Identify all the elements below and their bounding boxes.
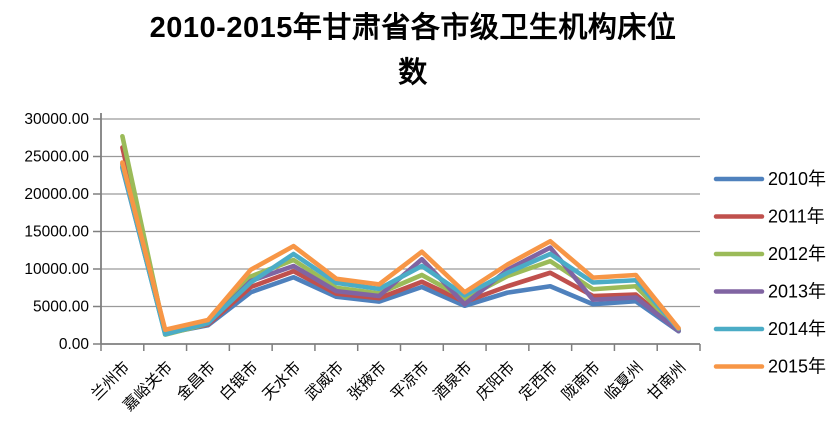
legend-label: 2014年 [768,319,826,339]
y-tick-label: 20000.00 [24,186,89,203]
legend-item-2011年: 2011年 [713,207,825,227]
legend-label: 2015年 [768,357,826,377]
y-tick-label: 15000.00 [24,224,89,241]
x-tick-label: 陇南市 [558,358,604,404]
legend-label: 2010年 [768,169,826,189]
y-tick-label: 10000.00 [24,261,89,278]
y-tick-label: 0.00 [59,336,90,353]
legend-label: 2011年 [768,207,825,227]
x-tick-label: 天水市 [259,358,305,404]
x-tick-label: 甘南州 [644,358,690,404]
legend-item-2014年: 2014年 [713,319,826,339]
x-tick-label: 酒泉市 [430,358,476,404]
legend-item-2010年: 2010年 [713,169,826,189]
x-tick-label: 金昌市 [173,358,219,404]
chart-title: 2010-2015年甘肃省各市级卫生机构床位 数 [0,6,826,96]
series-line-2010年 [120,165,681,336]
x-tick-label: 定西市 [515,358,561,404]
legend-item-2013年: 2013年 [713,282,826,302]
y-tick-label: 25000.00 [24,149,89,166]
y-tick-label: 5000.00 [33,299,89,316]
x-tick-label: 张掖市 [344,358,390,404]
legend-label: 2013年 [768,282,826,302]
legend-label: 2012年 [768,244,826,264]
legend-item-2015年: 2015年 [713,357,826,377]
series-line-2014年 [120,163,681,337]
y-tick-label: 30000.00 [24,111,89,128]
chart-title-line2: 数 [398,57,428,89]
x-tick-label: 平凉市 [387,358,433,404]
x-tick-label: 庆阳市 [473,358,519,404]
x-tick-label: 白银市 [216,358,262,404]
chart-title-line1: 2010-2015年甘肃省各市级卫生机构床位 [149,12,677,44]
series-line-2015年 [120,160,681,333]
legend-item-2012年: 2012年 [713,244,826,264]
x-tick-label: 武威市 [302,358,348,404]
x-tick-label: 临夏州 [601,358,647,404]
